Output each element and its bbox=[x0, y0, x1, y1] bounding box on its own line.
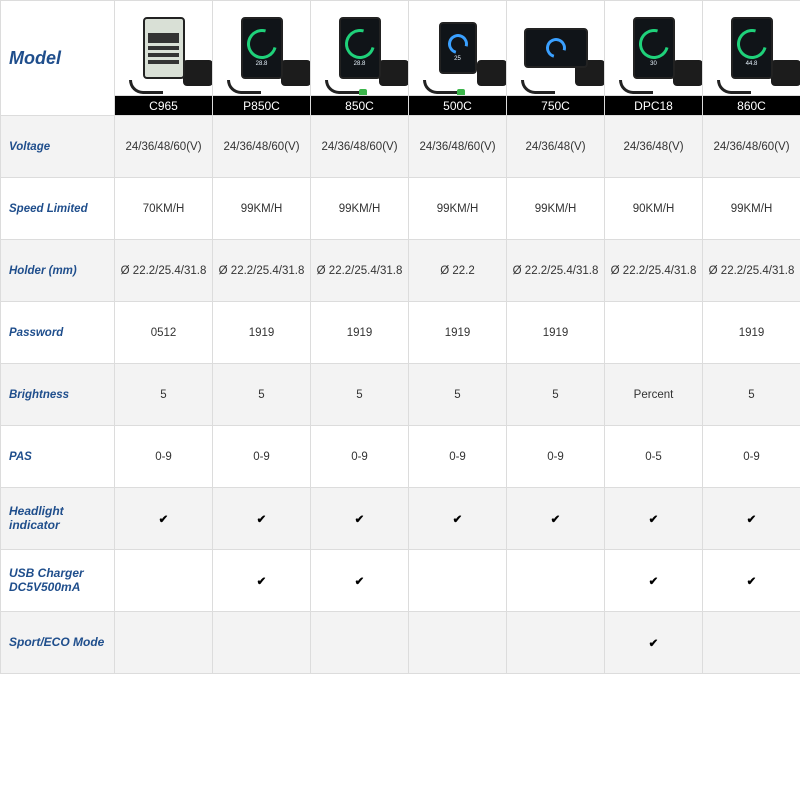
model-id-5: DPC18 bbox=[605, 96, 703, 116]
spec-2-1: Ø 22.2/25.4/31.8 bbox=[213, 240, 311, 302]
thumb-860c: 44.8 bbox=[703, 1, 800, 96]
spec-4-3: 5 bbox=[409, 364, 507, 426]
spec-label-5: PAS bbox=[1, 426, 115, 488]
spec-7-4 bbox=[507, 550, 605, 612]
spec-8-6 bbox=[703, 612, 800, 674]
spec-2-5: Ø 22.2/25.4/31.8 bbox=[605, 240, 703, 302]
spec-6-0: ✔ bbox=[115, 488, 213, 550]
model-id-3: 500C bbox=[409, 96, 507, 116]
spec-1-6: 99KM/H bbox=[703, 178, 800, 240]
spec-row-sporteco: Sport/ECO Mode ✔ bbox=[1, 612, 800, 674]
thumb-p850c: 28.8 bbox=[213, 1, 311, 96]
spec-6-1: ✔ bbox=[213, 488, 311, 550]
spec-1-4: 99KM/H bbox=[507, 178, 605, 240]
thumb-c965 bbox=[115, 1, 213, 96]
spec-row-speed: Speed Limited 70KM/H 99KM/H 99KM/H 99KM/… bbox=[1, 178, 800, 240]
model-id-2: 850C bbox=[311, 96, 409, 116]
header-row: Model 28.8 28.8 25 30 44.8 bbox=[1, 1, 800, 96]
spec-2-0: Ø 22.2/25.4/31.8 bbox=[115, 240, 213, 302]
spec-5-2: 0-9 bbox=[311, 426, 409, 488]
row-header-model: Model bbox=[1, 1, 115, 116]
spec-6-3: ✔ bbox=[409, 488, 507, 550]
spec-0-1: 24/36/48/60(V) bbox=[213, 116, 311, 178]
spec-3-2: 1919 bbox=[311, 302, 409, 364]
spec-3-1: 1919 bbox=[213, 302, 311, 364]
spec-3-3: 1919 bbox=[409, 302, 507, 364]
spec-row-usb: USB Charger DC5V500mA ✔ ✔ ✔ ✔ bbox=[1, 550, 800, 612]
spec-0-0: 24/36/48/60(V) bbox=[115, 116, 213, 178]
spec-7-0 bbox=[115, 550, 213, 612]
spec-5-4: 0-9 bbox=[507, 426, 605, 488]
spec-0-3: 24/36/48/60(V) bbox=[409, 116, 507, 178]
comparison-table: Model 28.8 28.8 25 30 44.8 C965 P850C 85… bbox=[0, 0, 800, 674]
spec-8-2 bbox=[311, 612, 409, 674]
spec-label-0: Voltage bbox=[1, 116, 115, 178]
spec-6-2: ✔ bbox=[311, 488, 409, 550]
thumb-dpc18: 30 bbox=[605, 1, 703, 96]
spec-label-6: Headlight indicator bbox=[1, 488, 115, 550]
spec-0-4: 24/36/48(V) bbox=[507, 116, 605, 178]
spec-0-5: 24/36/48(V) bbox=[605, 116, 703, 178]
spec-4-6: 5 bbox=[703, 364, 800, 426]
spec-4-0: 5 bbox=[115, 364, 213, 426]
spec-8-1 bbox=[213, 612, 311, 674]
spec-3-4: 1919 bbox=[507, 302, 605, 364]
spec-5-3: 0-9 bbox=[409, 426, 507, 488]
spec-label-8: Sport/ECO Mode bbox=[1, 612, 115, 674]
spec-label-2: Holder (mm) bbox=[1, 240, 115, 302]
spec-5-1: 0-9 bbox=[213, 426, 311, 488]
thumb-500c: 25 bbox=[409, 1, 507, 96]
spec-label-4: Brightness bbox=[1, 364, 115, 426]
spec-1-0: 70KM/H bbox=[115, 178, 213, 240]
spec-7-6: ✔ bbox=[703, 550, 800, 612]
spec-1-2: 99KM/H bbox=[311, 178, 409, 240]
model-id-row: C965 P850C 850C 500C 750C DPC18 860C bbox=[1, 96, 800, 116]
thumb-750c bbox=[507, 1, 605, 96]
model-id-0: C965 bbox=[115, 96, 213, 116]
spec-6-4: ✔ bbox=[507, 488, 605, 550]
spec-5-0: 0-9 bbox=[115, 426, 213, 488]
spec-label-1: Speed Limited bbox=[1, 178, 115, 240]
spec-row-holder: Holder (mm) Ø 22.2/25.4/31.8 Ø 22.2/25.4… bbox=[1, 240, 800, 302]
spec-7-5: ✔ bbox=[605, 550, 703, 612]
spec-7-3 bbox=[409, 550, 507, 612]
spec-4-2: 5 bbox=[311, 364, 409, 426]
spec-6-5: ✔ bbox=[605, 488, 703, 550]
spec-2-3: Ø 22.2 bbox=[409, 240, 507, 302]
spec-6-6: ✔ bbox=[703, 488, 800, 550]
spec-row-brightness: Brightness 5 5 5 5 5 Percent 5 bbox=[1, 364, 800, 426]
model-id-4: 750C bbox=[507, 96, 605, 116]
spec-7-2: ✔ bbox=[311, 550, 409, 612]
spec-8-5: ✔ bbox=[605, 612, 703, 674]
spec-label-3: Password bbox=[1, 302, 115, 364]
spec-2-2: Ø 22.2/25.4/31.8 bbox=[311, 240, 409, 302]
spec-label-7: USB Charger DC5V500mA bbox=[1, 550, 115, 612]
spec-1-3: 99KM/H bbox=[409, 178, 507, 240]
thumb-850c: 28.8 bbox=[311, 1, 409, 96]
spec-8-0 bbox=[115, 612, 213, 674]
spec-0-6: 24/36/48/60(V) bbox=[703, 116, 800, 178]
spec-row-pas: PAS 0-9 0-9 0-9 0-9 0-9 0-5 0-9 bbox=[1, 426, 800, 488]
spec-4-1: 5 bbox=[213, 364, 311, 426]
spec-1-5: 90KM/H bbox=[605, 178, 703, 240]
spec-2-4: Ø 22.2/25.4/31.8 bbox=[507, 240, 605, 302]
spec-1-1: 99KM/H bbox=[213, 178, 311, 240]
spec-row-headlight: Headlight indicator ✔ ✔ ✔ ✔ ✔ ✔ ✔ bbox=[1, 488, 800, 550]
spec-3-0: 0512 bbox=[115, 302, 213, 364]
spec-row-voltage: Voltage 24/36/48/60(V) 24/36/48/60(V) 24… bbox=[1, 116, 800, 178]
spec-0-2: 24/36/48/60(V) bbox=[311, 116, 409, 178]
spec-4-4: 5 bbox=[507, 364, 605, 426]
spec-8-3 bbox=[409, 612, 507, 674]
spec-row-password: Password 0512 1919 1919 1919 1919 1919 bbox=[1, 302, 800, 364]
spec-2-6: Ø 22.2/25.4/31.8 bbox=[703, 240, 800, 302]
spec-7-1: ✔ bbox=[213, 550, 311, 612]
spec-3-5 bbox=[605, 302, 703, 364]
model-id-1: P850C bbox=[213, 96, 311, 116]
spec-5-6: 0-9 bbox=[703, 426, 800, 488]
model-id-6: 860C bbox=[703, 96, 800, 116]
spec-4-5: Percent bbox=[605, 364, 703, 426]
spec-5-5: 0-5 bbox=[605, 426, 703, 488]
spec-3-6: 1919 bbox=[703, 302, 800, 364]
spec-8-4 bbox=[507, 612, 605, 674]
